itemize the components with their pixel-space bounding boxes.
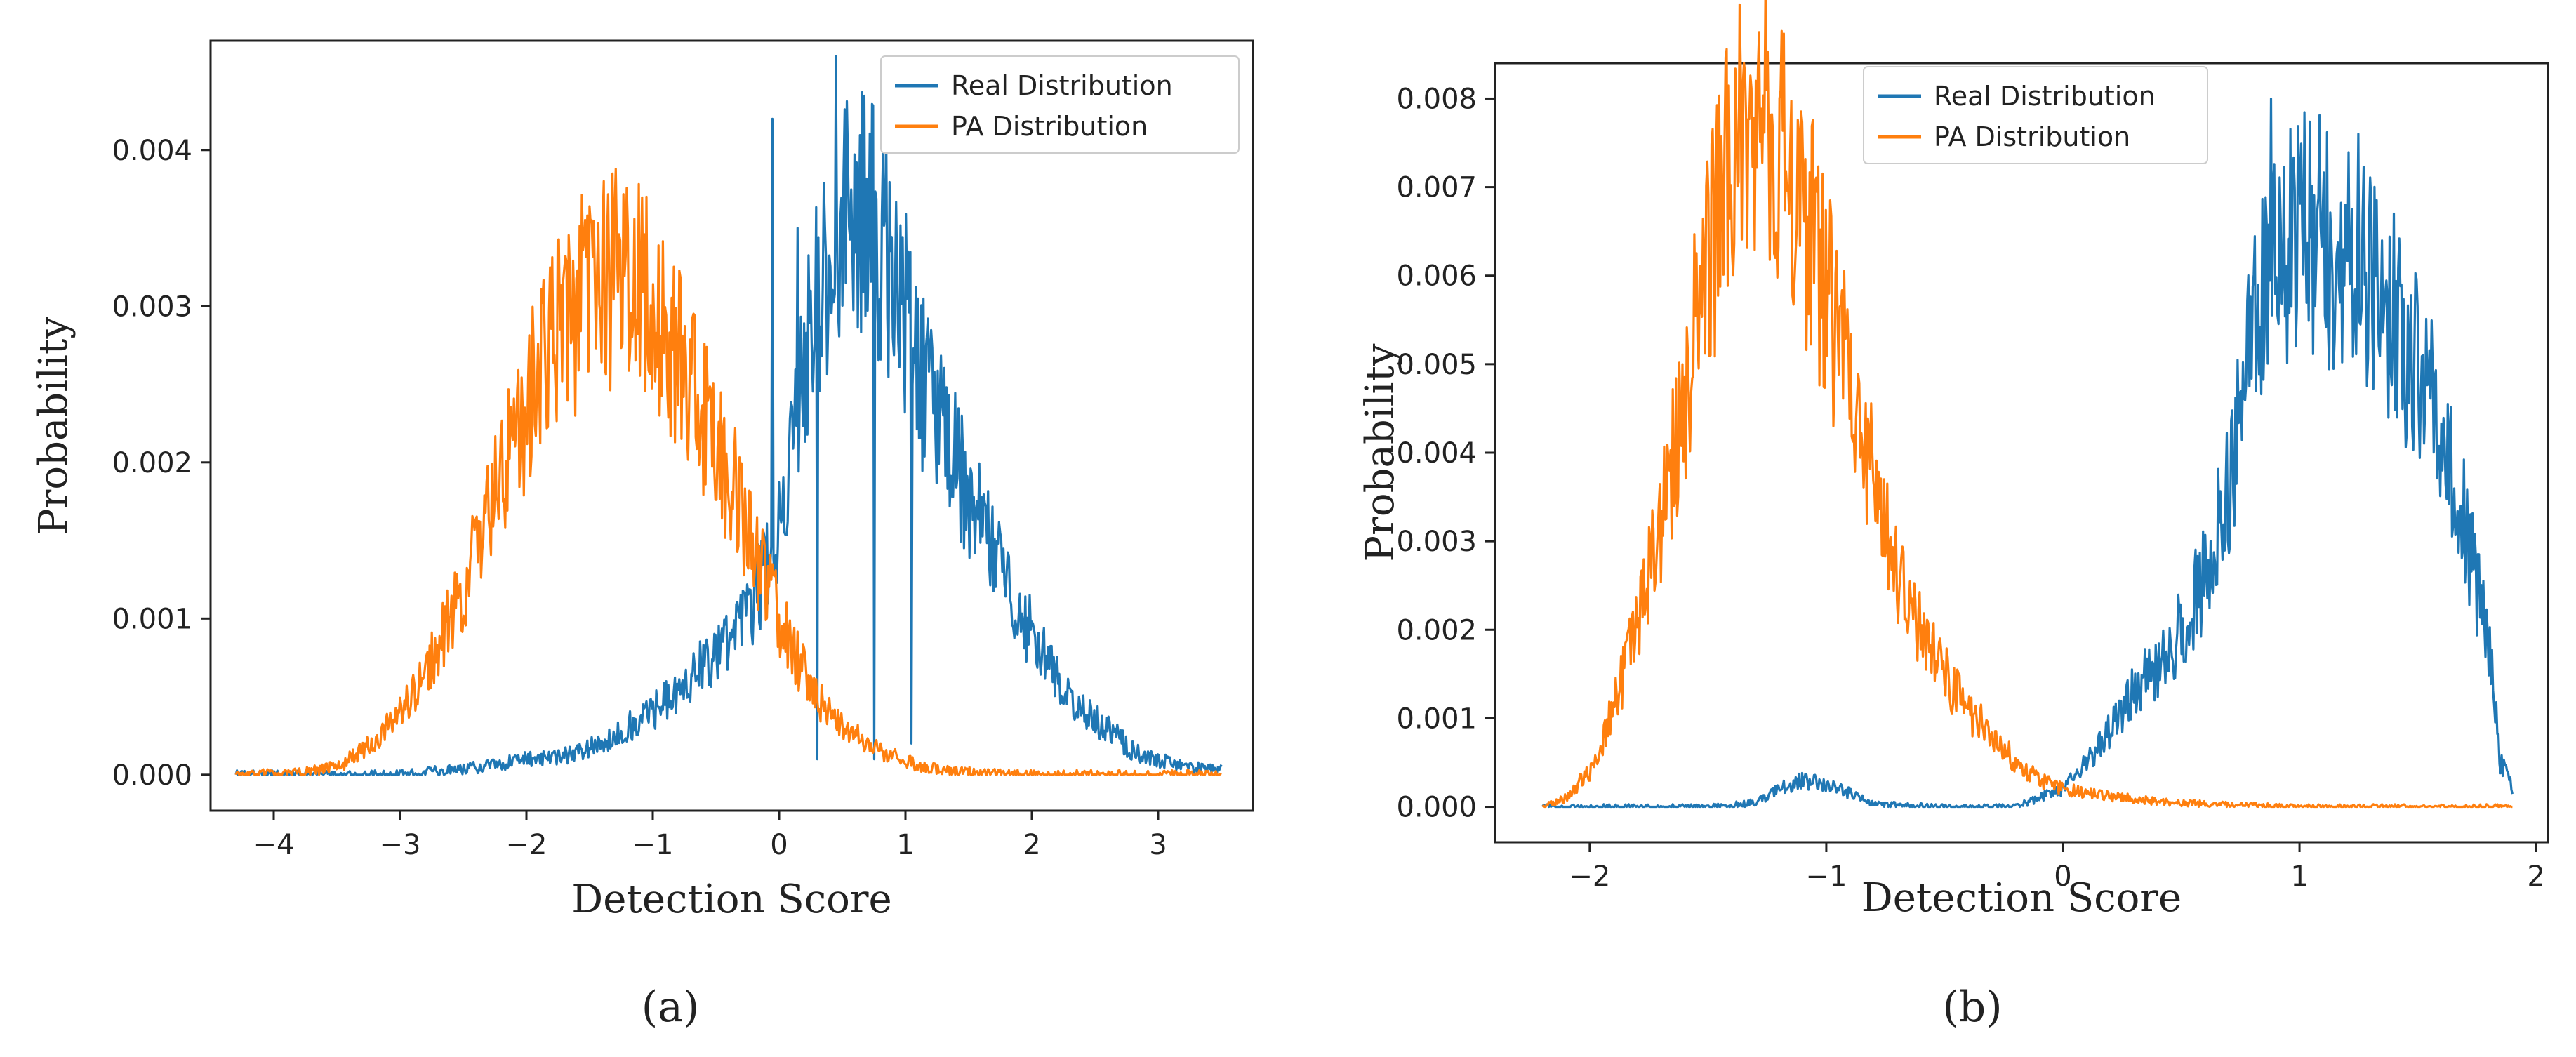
legend-label: PA Distribution: [1934, 121, 2130, 152]
y-tick-label: 0.007: [1396, 172, 1477, 204]
x-tick-label: 1: [896, 829, 914, 861]
legend-box: [1863, 66, 2208, 164]
x-tick-label: 2: [2527, 860, 2544, 893]
legend-box: [880, 55, 1240, 154]
y-tick-label: 0.000: [112, 759, 192, 792]
series-line-real-distribution: [1541, 97, 2514, 809]
plot-frame: [1494, 62, 2549, 844]
x-tick-label: −1: [632, 829, 674, 861]
y-tick-label: 0.001: [112, 603, 192, 635]
y-axis-title: Probability: [31, 317, 77, 535]
y-tick-label: 0.004: [1396, 437, 1477, 470]
chart-panel-a: −4 −3 −2 −1 0 1 2 3 0.000 0.001 0.002 0.003 0.004 Det…: [31, 39, 1254, 1032]
y-tick-label: 0.005: [1396, 349, 1477, 381]
x-tick-label: 3: [1149, 829, 1167, 861]
legend-label: Real Distribution: [951, 70, 1173, 101]
y-tick-label: 0.003: [112, 291, 192, 323]
x-tick-label: −2: [506, 829, 547, 861]
panel-caption: (b): [1942, 983, 2002, 1032]
chart-panel-b: −2 −1 0 1 2 0.000 0.001 0.002 0.003 0.004 0.005 0.0…: [1357, 0, 2549, 1032]
y-tick-label: 0.002: [1396, 614, 1477, 646]
legend-label: Real Distribution: [1934, 81, 2156, 112]
legend-label: PA Distribution: [951, 111, 1148, 142]
y-tick-label: 0.000: [1396, 792, 1477, 824]
y-axis-title: Probability: [1357, 343, 1403, 561]
y-tick-label: 0.006: [1396, 260, 1477, 293]
panel-caption: (a): [642, 983, 700, 1032]
x-tick-label: −2: [1569, 860, 1610, 893]
x-tick-label: 0: [770, 829, 788, 861]
x-axis-title: Detection Score: [1861, 875, 2182, 921]
series-line-pa-distribution: [234, 168, 1222, 776]
plot-frame: [209, 39, 1254, 812]
x-tick-label: 2: [1023, 829, 1040, 861]
x-tick-label: 1: [2290, 860, 2308, 893]
y-tick-label: 0.004: [112, 135, 192, 167]
x-tick-label: −3: [380, 829, 421, 861]
x-tick-label: −1: [1805, 860, 1847, 893]
y-tick-label: 0.003: [1396, 526, 1477, 558]
y-tick-label: 0.008: [1396, 83, 1477, 115]
y-tick-label: 0.002: [112, 447, 192, 479]
y-tick-label: 0.001: [1396, 703, 1477, 735]
x-tick-label: 0: [2054, 860, 2071, 893]
x-tick-label: −4: [253, 829, 295, 861]
series-line-pa-distribution: [1541, 0, 2513, 809]
series-line-real-distribution: [234, 55, 1223, 776]
x-axis-title: Detection Score: [571, 877, 891, 922]
